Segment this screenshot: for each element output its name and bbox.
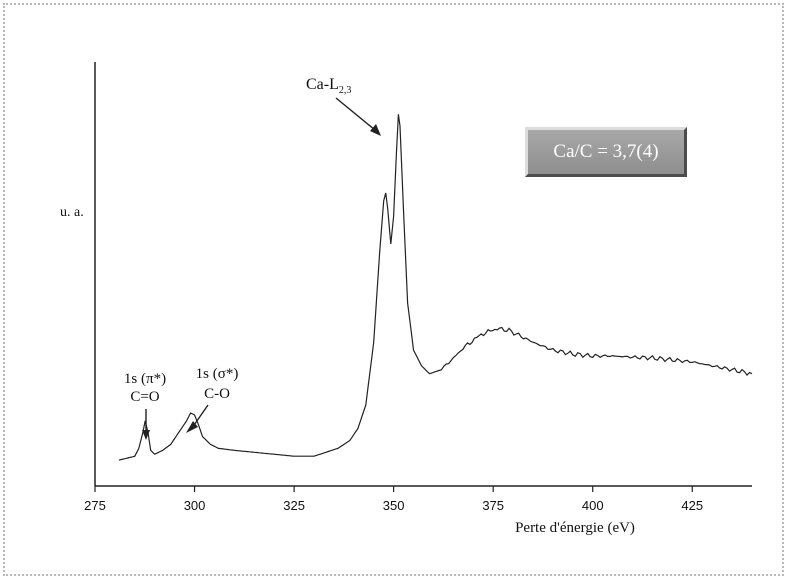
spectrum-line [118,114,753,461]
ca-c-ratio-text: Ca/C = 3,7(4) [553,141,659,162]
x-tick-label: 275 [84,498,106,513]
arrowhead-ca-l23 [370,124,381,136]
annotation-ca-l-subscript: 2,3 [339,85,352,96]
arrow-ca-l23 [335,97,376,131]
annotation-ca-l23: Ca-L2,3 [306,76,351,96]
annotation-ca-l-text: Ca-L [306,76,339,93]
annotation-c-o-double: C=O [130,389,159,405]
ca-c-ratio-badge: Ca/C = 3,7(4) [525,127,687,177]
annotation-sigma-star: 1s (σ*) [196,366,239,382]
x-tick-label: 325 [283,498,305,513]
figure-frame [3,3,784,576]
x-tick-label: 425 [681,498,703,513]
arrowhead-pi-star [142,430,150,440]
x-axis-label: Perte d'énergie (eV) [515,520,635,536]
x-ticks: 275 300 325 350 375 400 425 [84,486,703,513]
annotation-c-o-single: C-O [204,386,230,402]
y-axis-label: u. a. [60,205,84,220]
x-tick-label: 350 [383,498,405,513]
arrowhead-sigma-star [186,421,198,433]
x-tick-label: 400 [582,498,604,513]
annotation-pi-star: 1s (π*) [124,371,166,387]
x-tick-label: 300 [184,498,206,513]
x-tick-label: 375 [482,498,504,513]
